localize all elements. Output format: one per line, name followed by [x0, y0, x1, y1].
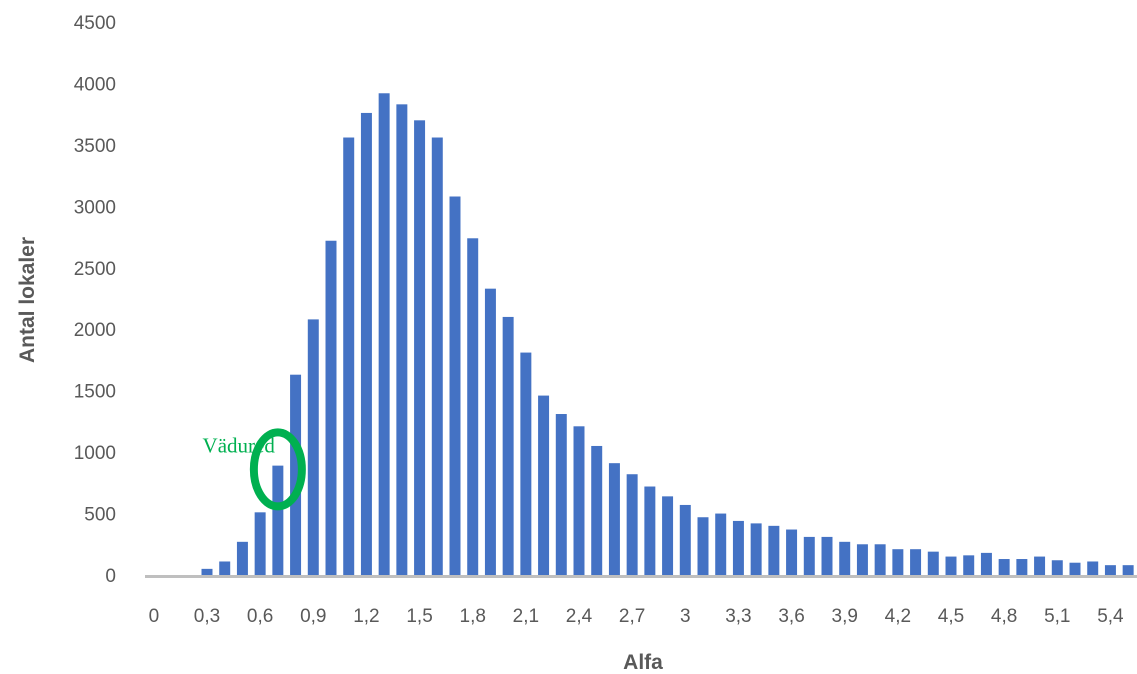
histogram-bar — [750, 523, 762, 575]
histogram-bars — [201, 93, 1134, 576]
histogram-bar — [768, 525, 780, 575]
histogram-bar — [803, 536, 815, 575]
histogram-bar — [1034, 556, 1046, 575]
histogram-bar — [502, 316, 514, 575]
histogram-bar — [786, 529, 798, 575]
histogram-bar — [998, 559, 1010, 575]
histogram-bar — [980, 552, 992, 575]
histogram-bar — [1104, 565, 1116, 575]
y-tick-label: 4500 — [74, 13, 116, 34]
histogram-bar — [927, 551, 939, 575]
x-tick-label: 1,8 — [460, 606, 486, 627]
histogram-bar — [219, 561, 231, 575]
x-tick-label: 0 — [149, 606, 160, 627]
y-axis-ticks: 0 500 1000 1500 2000 2500 3000 3500 4000 4500 — [74, 13, 116, 587]
histogram-bar — [679, 504, 691, 575]
histogram-bar — [272, 465, 284, 575]
histogram-bar — [910, 549, 922, 575]
y-tick-label: 3000 — [74, 197, 116, 218]
y-tick-label: 1500 — [74, 382, 116, 403]
histogram-bar — [644, 486, 656, 575]
y-tick-label: 3500 — [74, 136, 116, 157]
y-tick-label: 4000 — [74, 74, 116, 95]
histogram-bar — [626, 474, 638, 575]
histogram-bar — [396, 104, 408, 575]
x-tick-label: 0,3 — [194, 606, 220, 627]
histogram-bar — [484, 288, 496, 575]
y-tick-label: 500 — [84, 505, 116, 526]
histogram-bar — [874, 544, 886, 575]
y-axis-title: Antal lokaler — [16, 237, 39, 363]
histogram-bar — [201, 568, 213, 575]
histogram-bar — [254, 512, 266, 575]
histogram-bar — [467, 238, 479, 576]
x-tick-label: 2,7 — [619, 606, 645, 627]
histogram-bar — [343, 137, 355, 575]
histogram-bar — [856, 544, 868, 575]
histogram-bar — [573, 426, 585, 575]
histogram-bar — [1051, 560, 1063, 575]
x-tick-label: 3,6 — [778, 606, 804, 627]
x-tick-label: 2,1 — [513, 606, 539, 627]
y-tick-label: 0 — [105, 566, 116, 587]
histogram-bar — [360, 112, 372, 575]
histogram-bar — [1069, 562, 1081, 575]
annotation-label: Vädured — [203, 433, 276, 457]
x-tick-label: 1,5 — [406, 606, 432, 627]
histogram-bar — [732, 520, 744, 575]
x-tick-label: 0,6 — [247, 606, 273, 627]
histogram-bar — [963, 555, 975, 575]
histogram-bar — [290, 374, 302, 575]
y-tick-label: 2500 — [74, 259, 116, 280]
histogram-bar — [821, 536, 833, 575]
histogram-bar — [538, 395, 550, 575]
histogram-bar — [839, 541, 851, 575]
x-axis-ticks: 0 0,3 0,6 0,9 1,2 1,5 1,8 2,1 2,4 2,7 3 3,3 3,6 3,9 4,… — [149, 606, 1124, 627]
histogram-bar — [555, 414, 567, 575]
histogram-bar — [1016, 559, 1028, 575]
x-tick-label: 4,8 — [991, 606, 1017, 627]
x-tick-label: 4,5 — [938, 606, 964, 627]
histogram-bar — [431, 137, 443, 575]
y-tick-label: 2000 — [74, 320, 116, 341]
x-tick-label: 3,9 — [832, 606, 858, 627]
histogram-bar — [662, 496, 674, 575]
histogram-bar — [591, 445, 603, 575]
x-tick-label: 5,4 — [1097, 606, 1124, 627]
x-tick-label: 4,2 — [885, 606, 911, 627]
histogram-bar — [1122, 565, 1134, 575]
x-axis-title: Alfa — [623, 651, 663, 674]
x-tick-label: 2,4 — [566, 606, 593, 627]
histogram-bar — [307, 319, 319, 575]
histogram-bar — [236, 541, 248, 575]
x-tick-label: 5,1 — [1044, 606, 1070, 627]
vaduren-annotation: Vädured — [203, 428, 306, 511]
x-tick-label: 0,9 — [300, 606, 326, 627]
histogram-bar — [378, 93, 390, 575]
histogram-bar — [697, 517, 709, 575]
histogram-bar — [892, 549, 904, 575]
histogram-bar — [715, 513, 727, 575]
y-tick-label: 1000 — [74, 443, 116, 464]
histogram-bar — [1087, 561, 1099, 575]
histogram-bar — [945, 556, 957, 575]
histogram-bar — [449, 196, 461, 575]
histogram-bar — [608, 463, 620, 575]
x-tick-label: 1,2 — [353, 606, 379, 627]
histogram-bar — [414, 120, 426, 576]
histogram-bar — [520, 352, 532, 575]
x-tick-label: 3 — [680, 606, 691, 627]
histogram-bar — [325, 240, 337, 575]
annotation-ellipse — [249, 428, 306, 511]
x-tick-label: 3,3 — [725, 606, 751, 627]
